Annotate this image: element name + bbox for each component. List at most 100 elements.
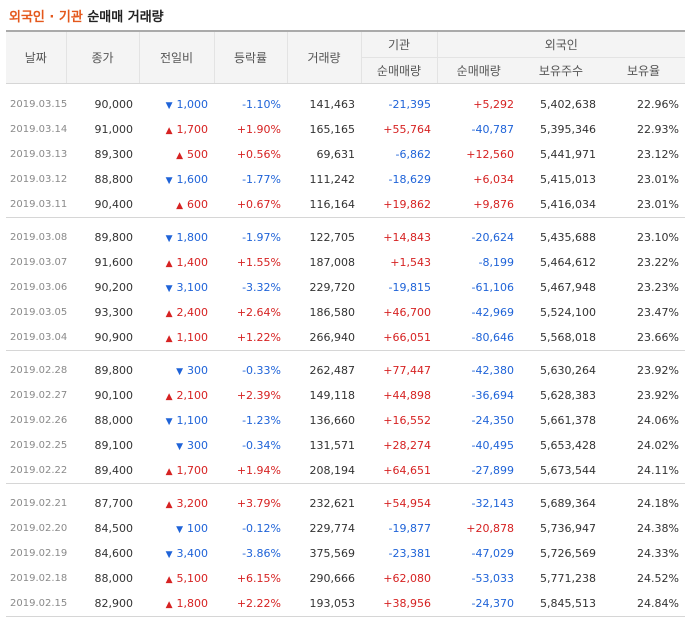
header-close: 종가	[66, 31, 139, 84]
cell-volume: 208,194	[287, 458, 361, 484]
arrow-up-icon: ▲	[176, 201, 183, 211]
cell-close: 90,900	[66, 325, 139, 351]
cell-holding: 5,416,034	[520, 192, 602, 218]
cell-ratio: 23.92%	[602, 383, 685, 408]
cell-rate: -1.97%	[214, 225, 287, 250]
cell-change: ▼100	[139, 516, 214, 541]
cell-ratio: 24.52%	[602, 566, 685, 591]
change-value: 5,100	[177, 572, 209, 585]
arrow-down-icon: ▼	[176, 367, 183, 377]
cell-rate: +2.64%	[214, 300, 287, 325]
cell-change: ▼3,400	[139, 541, 214, 566]
header-change: 전일비	[139, 31, 214, 84]
group-spacer	[6, 351, 685, 359]
cell-foreign: -8,199	[437, 250, 520, 275]
cell-holding: 5,568,018	[520, 325, 602, 351]
cell-foreign: -27,899	[437, 458, 520, 484]
group-spacer	[6, 617, 685, 624]
cell-rate: +1.55%	[214, 250, 287, 275]
cell-date: 2019.02.20	[6, 516, 66, 541]
cell-holding: 5,402,638	[520, 92, 602, 117]
cell-date: 2019.02.19	[6, 541, 66, 566]
cell-close: 90,100	[66, 383, 139, 408]
cell-ratio: 22.96%	[602, 92, 685, 117]
cell-close: 89,400	[66, 458, 139, 484]
cell-inst: +55,764	[361, 117, 437, 142]
cell-holding: 5,467,948	[520, 275, 602, 300]
change-value: 1,100	[177, 414, 209, 427]
change-value: 1,000	[177, 98, 209, 111]
cell-ratio: 23.01%	[602, 192, 685, 218]
cell-inst: -23,381	[361, 541, 437, 566]
cell-ratio: 24.18%	[602, 491, 685, 516]
change-value: 2,400	[177, 306, 209, 319]
cell-change: ▲600	[139, 192, 214, 218]
cell-holding: 5,845,513	[520, 591, 602, 617]
cell-change: ▼1,800	[139, 225, 214, 250]
cell-close: 90,200	[66, 275, 139, 300]
arrow-down-icon: ▼	[166, 284, 173, 294]
change-value: 1,400	[177, 256, 209, 269]
cell-close: 91,600	[66, 250, 139, 275]
cell-date: 2019.02.26	[6, 408, 66, 433]
cell-foreign: -61,106	[437, 275, 520, 300]
change-value: 1,800	[177, 597, 209, 610]
change-value: 2,100	[177, 389, 209, 402]
arrow-up-icon: ▲	[176, 151, 183, 161]
cell-volume: 131,571	[287, 433, 361, 458]
header-rate: 등락률	[214, 31, 287, 84]
cell-rate: -3.86%	[214, 541, 287, 566]
header-institution-net: 순매매량	[361, 58, 437, 84]
cell-volume: 193,053	[287, 591, 361, 617]
cell-close: 89,800	[66, 358, 139, 383]
cell-foreign: +9,876	[437, 192, 520, 218]
cell-inst: +46,700	[361, 300, 437, 325]
investor-trading-table: 날짜 종가 전일비 등락률 거래량 기관 외국인 순매매량 순매매량 보유주수 …	[6, 30, 685, 624]
cell-inst: +14,843	[361, 225, 437, 250]
cell-close: 82,900	[66, 591, 139, 617]
cell-inst: +77,447	[361, 358, 437, 383]
cell-date: 2019.03.06	[6, 275, 66, 300]
cell-date: 2019.03.07	[6, 250, 66, 275]
cell-foreign: -53,033	[437, 566, 520, 591]
cell-change: ▼300	[139, 433, 214, 458]
cell-volume: 266,940	[287, 325, 361, 351]
cell-volume: 69,631	[287, 142, 361, 167]
arrow-down-icon: ▼	[166, 176, 173, 186]
cell-date: 2019.03.04	[6, 325, 66, 351]
cell-ratio: 23.12%	[602, 142, 685, 167]
cell-close: 88,000	[66, 566, 139, 591]
spacer-cell	[6, 351, 685, 359]
cell-rate: -0.34%	[214, 433, 287, 458]
cell-foreign: -24,370	[437, 591, 520, 617]
cell-date: 2019.03.12	[6, 167, 66, 192]
arrow-down-icon: ▼	[176, 442, 183, 452]
cell-holding: 5,771,238	[520, 566, 602, 591]
cell-volume: 187,008	[287, 250, 361, 275]
cell-ratio: 24.11%	[602, 458, 685, 484]
cell-foreign: +5,292	[437, 92, 520, 117]
cell-rate: -0.12%	[214, 516, 287, 541]
cell-foreign: -40,495	[437, 433, 520, 458]
cell-ratio: 23.23%	[602, 275, 685, 300]
cell-holding: 5,415,013	[520, 167, 602, 192]
cell-holding: 5,441,971	[520, 142, 602, 167]
cell-change: ▲3,200	[139, 491, 214, 516]
group-spacer	[6, 484, 685, 492]
cell-holding: 5,726,569	[520, 541, 602, 566]
cell-inst: +64,651	[361, 458, 437, 484]
cell-foreign: -24,350	[437, 408, 520, 433]
header-volume: 거래량	[287, 31, 361, 84]
cell-inst: +62,080	[361, 566, 437, 591]
cell-holding: 5,464,612	[520, 250, 602, 275]
cell-inst: +38,956	[361, 591, 437, 617]
cell-holding: 5,661,378	[520, 408, 602, 433]
cell-close: 90,000	[66, 92, 139, 117]
